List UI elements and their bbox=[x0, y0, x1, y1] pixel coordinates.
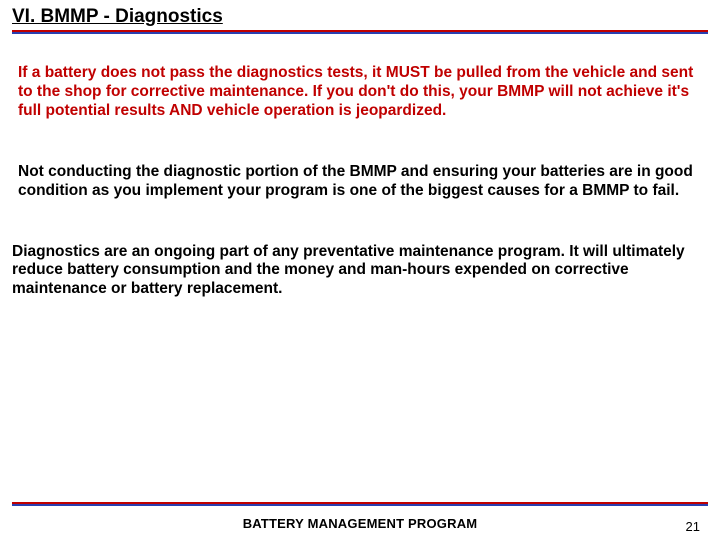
title-region: VI. BMMP - Diagnostics bbox=[0, 0, 720, 34]
footer: BATTERY MANAGEMENT PROGRAM 21 bbox=[0, 502, 720, 540]
paragraph-1: If a battery does not pass the diagnosti… bbox=[18, 64, 702, 121]
title-rule bbox=[12, 30, 708, 34]
footer-title: BATTERY MANAGEMENT PROGRAM bbox=[243, 516, 478, 531]
page-number: 21 bbox=[686, 519, 700, 534]
rule-blue-top bbox=[12, 32, 708, 34]
footer-bar: BATTERY MANAGEMENT PROGRAM 21 bbox=[0, 506, 720, 540]
slide-title: VI. BMMP - Diagnostics bbox=[12, 6, 708, 28]
content-area: If a battery does not pass the diagnosti… bbox=[0, 64, 720, 299]
paragraph-2: Not conducting the diagnostic portion of… bbox=[18, 163, 702, 201]
slide: VI. BMMP - Diagnostics If a battery does… bbox=[0, 0, 720, 540]
paragraph-3: Diagnostics are an ongoing part of any p… bbox=[12, 243, 702, 300]
